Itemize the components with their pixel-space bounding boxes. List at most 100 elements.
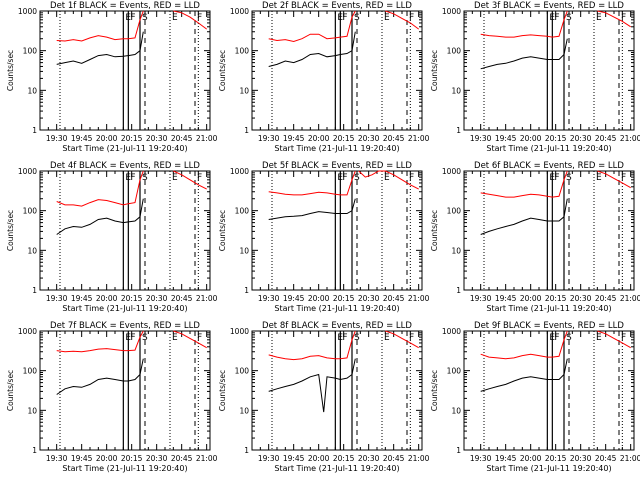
event-marker-label: S: [354, 173, 360, 183]
x-tick-label: 20:30: [358, 134, 380, 143]
x-tick-label: 20:00: [96, 134, 118, 143]
event-marker-label: E: [384, 13, 390, 23]
y-tick-label: 100: [23, 207, 38, 216]
y-tick-label: 100: [447, 47, 462, 56]
plot-frame: [39, 170, 211, 291]
y-tick-label: 1000: [230, 167, 249, 176]
lld-series-line: [173, 330, 207, 349]
x-tick-label: 20:15: [333, 294, 355, 303]
x-tick-label: 21:00: [620, 294, 640, 303]
event-marker-label: F: [409, 173, 414, 183]
y-tick-label: 1: [456, 286, 461, 295]
event-marker-label: F: [409, 333, 414, 343]
x-tick-label: 21:00: [620, 134, 640, 143]
lld-series-line: [173, 10, 207, 30]
x-tick-label: 20:15: [121, 294, 143, 303]
x-tick-label: 20:00: [308, 294, 330, 303]
chart-panel-2: Det 2f BLACK = Events, RED = LLD 1 10 100 10…: [218, 1, 430, 153]
x-axis-label: Start Time (21-Jul-11 19:20:40): [62, 464, 187, 473]
x-tick-label: 20:30: [358, 294, 380, 303]
event-marker-label: F: [130, 13, 135, 23]
panel-title: Det 3f BLACK = Events, RED = LLD: [474, 1, 624, 11]
y-tick-label: 1000: [442, 7, 461, 16]
x-tick-label: 20:45: [595, 294, 617, 303]
event-marker-label: S: [142, 333, 148, 343]
y-axis-label: Counts/sec: [218, 210, 227, 251]
x-tick-label: 19:30: [46, 294, 68, 303]
y-axis-label: Counts/sec: [430, 210, 439, 251]
x-tick-label: 20:45: [383, 134, 405, 143]
event-marker-label: F: [554, 333, 559, 343]
x-tick-label: 19:45: [283, 454, 305, 463]
lld-series-line: [56, 330, 144, 353]
x-axis-label: Start Time (21-Jul-11 19:20:40): [62, 304, 187, 313]
lld-series-line: [597, 170, 631, 189]
event-marker-label: F: [130, 173, 135, 183]
lld-series-line: [385, 10, 419, 30]
event-marker-label: F: [342, 333, 347, 343]
event-marker-label: S: [566, 13, 572, 23]
chart-panel-5: Det 5f BLACK = Events, RED = LLD 1 10 100 10…: [218, 161, 430, 313]
y-tick-label: 1000: [230, 7, 249, 16]
plot-frame: [251, 10, 423, 131]
event-marker-label: S: [354, 13, 360, 23]
chart-panel-8: Det 8f BLACK = Events, RED = LLD 1 10 100 10…: [218, 321, 430, 473]
x-axis-label: Start Time (21-Jul-11 19:20:40): [274, 304, 399, 313]
event-marker-label: E: [172, 333, 178, 343]
x-tick-label: 21:00: [408, 294, 430, 303]
event-marker-label: F: [197, 333, 202, 343]
plot-frame: [251, 170, 423, 291]
y-tick-label: 10: [27, 86, 37, 95]
lld-series-line: [385, 330, 419, 349]
event-marker-label: E: [384, 333, 390, 343]
x-tick-label: 20:00: [96, 454, 118, 463]
x-tick-label: 19:45: [71, 294, 93, 303]
x-tick-label: 21:00: [408, 454, 430, 463]
event-marker-label: F: [197, 13, 202, 23]
event-marker-label: F: [621, 173, 626, 183]
x-tick-label: 19:45: [495, 454, 517, 463]
events-series-line: [56, 198, 144, 235]
plot-frame: [251, 330, 423, 451]
events-series-line: [268, 358, 356, 413]
panel-title: Det 6f BLACK = Events, RED = LLD: [474, 161, 624, 171]
x-tick-label: 21:00: [620, 454, 640, 463]
y-tick-label: 1: [244, 126, 249, 135]
y-tick-label: 1: [456, 126, 461, 135]
y-tick-label: 10: [451, 406, 461, 415]
event-marker-label: F: [342, 173, 347, 183]
y-tick-label: 1000: [442, 167, 461, 176]
x-tick-label: 19:30: [46, 454, 68, 463]
x-tick-label: 19:30: [470, 454, 492, 463]
event-marker-label: E: [596, 333, 602, 343]
events-series-line: [268, 31, 356, 67]
x-tick-label: 20:45: [171, 294, 193, 303]
event-marker-label: F: [130, 333, 135, 343]
events-series-line: [56, 31, 144, 65]
x-tick-label: 20:30: [570, 294, 592, 303]
x-tick-label: 20:15: [545, 134, 567, 143]
y-tick-label: 100: [23, 367, 38, 376]
event-marker-label: F: [409, 13, 414, 23]
chart-panel-7: Det 7f BLACK = Events, RED = LLD 1 10 100 10…: [6, 321, 218, 473]
x-tick-label: 20:15: [121, 134, 143, 143]
x-tick-label: 20:15: [545, 454, 567, 463]
panel-title: Det 5f BLACK = Events, RED = LLD: [262, 161, 412, 171]
x-tick-label: 19:30: [470, 294, 492, 303]
y-tick-label: 1: [244, 446, 249, 455]
lld-series-line: [597, 10, 631, 28]
y-tick-label: 10: [27, 246, 37, 255]
y-tick-label: 10: [239, 246, 249, 255]
event-marker-label: E: [384, 173, 390, 183]
x-tick-label: 20:00: [308, 134, 330, 143]
event-marker-label: F: [197, 173, 202, 183]
event-marker-label: E: [172, 13, 178, 23]
y-tick-label: 1: [32, 126, 37, 135]
lld-series-line: [173, 170, 207, 190]
chart-panel-1: Det 1f BLACK = Events, RED = LLD 1 10 100 10…: [6, 1, 218, 153]
panel-title: Det 4f BLACK = Events, RED = LLD: [50, 161, 200, 171]
event-marker-label: F: [621, 13, 626, 23]
lld-series-line: [268, 170, 356, 196]
x-tick-label: 21:00: [196, 294, 218, 303]
y-tick-label: 1000: [442, 327, 461, 336]
